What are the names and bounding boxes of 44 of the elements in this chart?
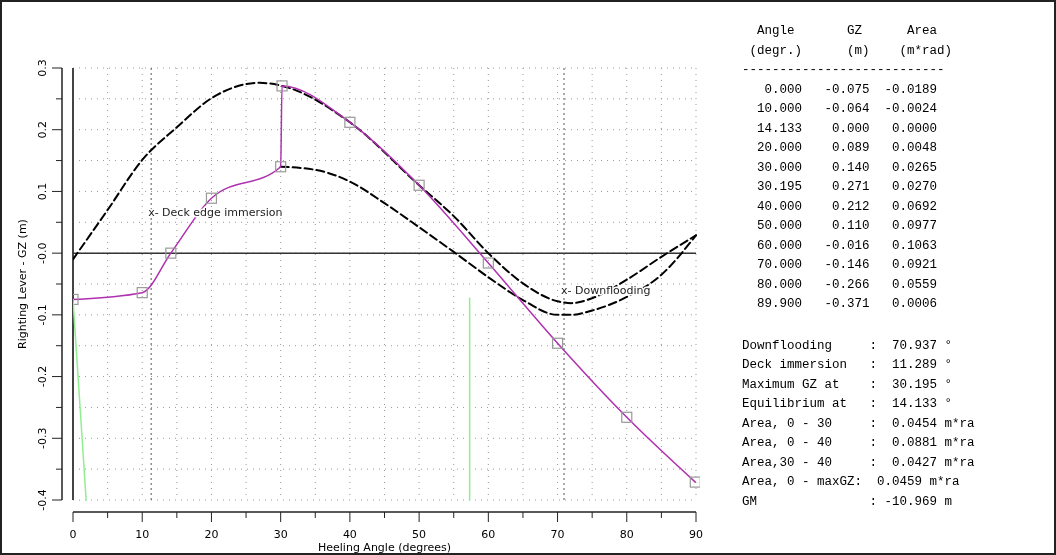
text: 10.000 -0.064 -0.0024 [742,102,938,116]
x-tick-label: 30 [273,528,288,541]
x-tick-label: 80 [619,528,634,541]
text: 80.000 -0.266 0.0559 [742,277,938,292]
y-tick-label: 0.3 [36,59,49,77]
x-tick-label: 70 [550,528,565,541]
text: Deck immersion : 11.289 ° [742,358,953,372]
text: GM : -10.969 m [742,494,953,509]
x-tick-label: 40 [342,528,357,541]
text: 30.000 0.140 0.0265 [742,160,938,175]
x-tick-label: 90 [689,528,703,541]
y-tick-label: 0.1 [36,182,49,201]
text: 20.000 0.089 0.0048 [742,141,938,155]
y-tick-label: -0.0 [36,242,49,264]
text: Area, 0 - 40 : 0.0881 m*ra [742,436,976,450]
y-tick-label: -0.4 [36,489,49,511]
text: --------------------------- [742,63,945,77]
text: (degr.) (m) (m*rad) [742,43,953,58]
x-axis-title: Heeling Angle (degrees) [317,541,452,554]
x-tick-label: 60 [481,528,496,541]
text: 70.000 -0.146 0.0921 [742,258,938,272]
text: 40.000 0.212 0.0692 [742,199,938,214]
text: Downflooding : 70.937 ° [742,338,953,353]
x-tick-label: 10 [135,528,150,541]
text: Maximum GZ at : 30.195 ° [742,377,953,392]
text: 14.133 0.000 0.0000 [742,121,938,136]
text: Angle GZ Area [742,24,938,38]
x-tick-label: 20 [204,528,219,541]
text: Area, 0 - maxGZ: 0.0459 m*ra [742,475,961,489]
text: 89.900 -0.371 0.0006 [742,297,938,311]
text: Equilibrium at : 14.133 ° [742,397,953,411]
text: 50.000 0.110 0.0977 [742,219,938,233]
text: Area, 0 - 30 : 0.0454 m*ra [742,416,976,431]
y-tick-label: -0.2 [36,365,49,388]
text: Area,30 - 40 : 0.0427 m*ra [742,455,976,470]
y-tick-label: -0.3 [36,427,49,450]
y-tick-label: -0.1 [36,304,49,326]
x-tick-label: 50 [412,528,427,541]
text: 30.195 0.271 0.0270 [742,180,938,194]
x-tick-label: 0 [69,528,77,541]
y-tick-label: 0.2 [36,120,49,139]
text: 60.000 -0.016 0.1063 [742,238,938,253]
y-axis-title: Righting Lever - GZ (m) [16,219,29,349]
text: 0.000 -0.075 -0.0189 [742,82,938,97]
